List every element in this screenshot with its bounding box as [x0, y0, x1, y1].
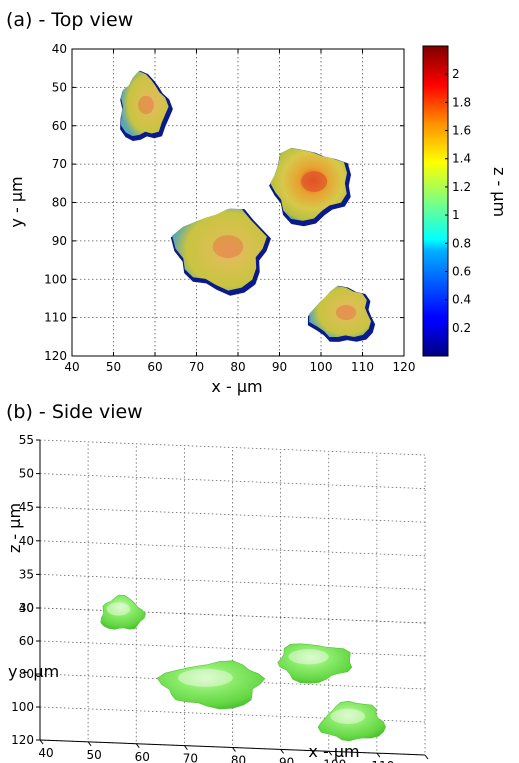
cell-peak	[212, 235, 244, 259]
y-tick-label: 70	[52, 157, 67, 171]
x-tick-label: 50	[106, 360, 121, 374]
x-tick-label: 90	[272, 360, 287, 374]
x-tick	[87, 741, 92, 747]
panel-a-title: (a) - Top view	[6, 9, 133, 31]
z-tick-label: 50	[19, 467, 34, 481]
colorbar-tick-label: 0.4	[452, 293, 471, 307]
z-tick-label: 55	[19, 433, 34, 447]
cell-2	[269, 147, 351, 227]
colorbar-tick-label: 0.8	[452, 236, 471, 250]
x-tick	[232, 747, 236, 752]
y-tick-label: 120	[11, 733, 34, 747]
x-tick	[135, 743, 140, 749]
cell-heat	[309, 286, 371, 337]
y-tick-label: 110	[44, 311, 67, 325]
cell-heat	[172, 208, 267, 291]
x-tick	[376, 752, 381, 758]
z-tick-label: 40	[19, 534, 34, 548]
colorbar-tick-label: 1.6	[452, 124, 471, 138]
x-tick	[280, 749, 285, 754]
z-tick-label: 30	[19, 601, 34, 615]
panel-b-z-axis-label: z - µm	[5, 503, 24, 553]
grid-line-back-wall	[39, 473, 426, 489]
y-tick-label: 60	[52, 119, 67, 133]
x-tick-label: 40	[64, 360, 79, 374]
x-tick-label: 80	[231, 754, 246, 763]
y-tick-label: 60	[19, 634, 34, 648]
cell-highlight	[330, 708, 366, 724]
cell-3	[170, 208, 271, 296]
colorbar-tick-label: 0.2	[452, 321, 471, 335]
x-tick-label: 80	[230, 360, 245, 374]
grid-line-back-wall	[39, 574, 426, 590]
cell-peak	[137, 95, 154, 115]
colorbar-tick-label: 1	[452, 208, 460, 222]
panel-b-title: (b) - Side view	[6, 401, 143, 423]
colorbar-tick-label: 1.4	[452, 152, 471, 166]
x-tick-label: 50	[86, 748, 101, 762]
colorbar-tick-label: 2	[452, 67, 460, 81]
cell-peak	[335, 305, 357, 321]
cell-surface-3	[156, 660, 266, 710]
x-tick-label: 40	[38, 746, 53, 760]
side-view-plot: 40 50 60 70 80 90 100 110 120 40 60 80 100 120 30 35 40 4…	[11, 433, 442, 763]
cell-4	[307, 285, 376, 342]
cell-surface-4	[317, 700, 386, 742]
x-tick-label: 60	[147, 360, 162, 374]
y-tick-label: 80	[19, 667, 34, 681]
y-tick-label: 100	[11, 700, 34, 714]
x-tick-label: 120	[393, 360, 416, 374]
grid-line-floor	[39, 640, 426, 657]
z-tick-label: 35	[19, 567, 34, 581]
cell-surface-2	[277, 643, 353, 684]
grid-line-back-wall	[39, 439, 426, 456]
x-tick-label: 100	[323, 757, 346, 763]
panel-b-y-axis-label: y - µm	[8, 662, 59, 681]
x-tick-label: 70	[189, 360, 204, 374]
x-tick-label: 70	[183, 752, 198, 763]
y-tick-label: 100	[44, 272, 67, 286]
panel-a-y-axis-label: y - µm	[7, 176, 26, 227]
grid-line-back-wall	[39, 540, 426, 557]
y-tick-label: 80	[52, 196, 67, 210]
x-tick-label: 110	[371, 759, 394, 763]
grid-line-back-wall	[39, 506, 426, 523]
y-tick-label: 40	[19, 601, 34, 615]
colorbar-tick-label: 1.2	[452, 180, 471, 194]
x-tick-label: 90	[279, 755, 294, 763]
cell-highlight	[288, 649, 329, 665]
cell-highlight	[177, 668, 233, 687]
cell-peak	[301, 171, 328, 192]
y-tick-label: 50	[52, 80, 67, 94]
x-tick	[424, 754, 429, 760]
cell-highlight	[106, 602, 131, 616]
x-tick	[183, 745, 188, 750]
y-tick-label: 120	[44, 349, 67, 363]
cell-1	[120, 70, 173, 141]
x-tick-label: 110	[351, 360, 374, 374]
panel-a-x-axis-label: x - µm	[211, 377, 262, 396]
x-tick-label: 60	[135, 750, 150, 763]
x-tick	[328, 750, 333, 756]
z-tick-label: 45	[19, 500, 34, 514]
colorbar-tick-label: 0.6	[452, 264, 471, 278]
colorbar-label: z - µm	[490, 167, 509, 217]
y-tick-label: 90	[52, 234, 67, 248]
colorbar-gradient	[422, 45, 449, 357]
cell-surface-1	[100, 594, 146, 630]
cell-heat	[120, 71, 169, 137]
x-tick-label: 100	[310, 360, 333, 374]
panel-b-x-axis-label: x - µm	[308, 742, 359, 761]
colorbar: 0.2 0.4 0.6 0.8 1 1.2 1.4 1.6 1.8 2	[422, 45, 471, 357]
x-tick-label: 120	[420, 761, 443, 763]
colorbar-tick-label: 1.8	[452, 95, 471, 109]
y-tick-label: 40	[52, 42, 67, 56]
x-tick	[39, 739, 44, 745]
top-view-plot: 40 50 60 70 80 90 100 110 1204050607080901001101…	[44, 42, 415, 374]
